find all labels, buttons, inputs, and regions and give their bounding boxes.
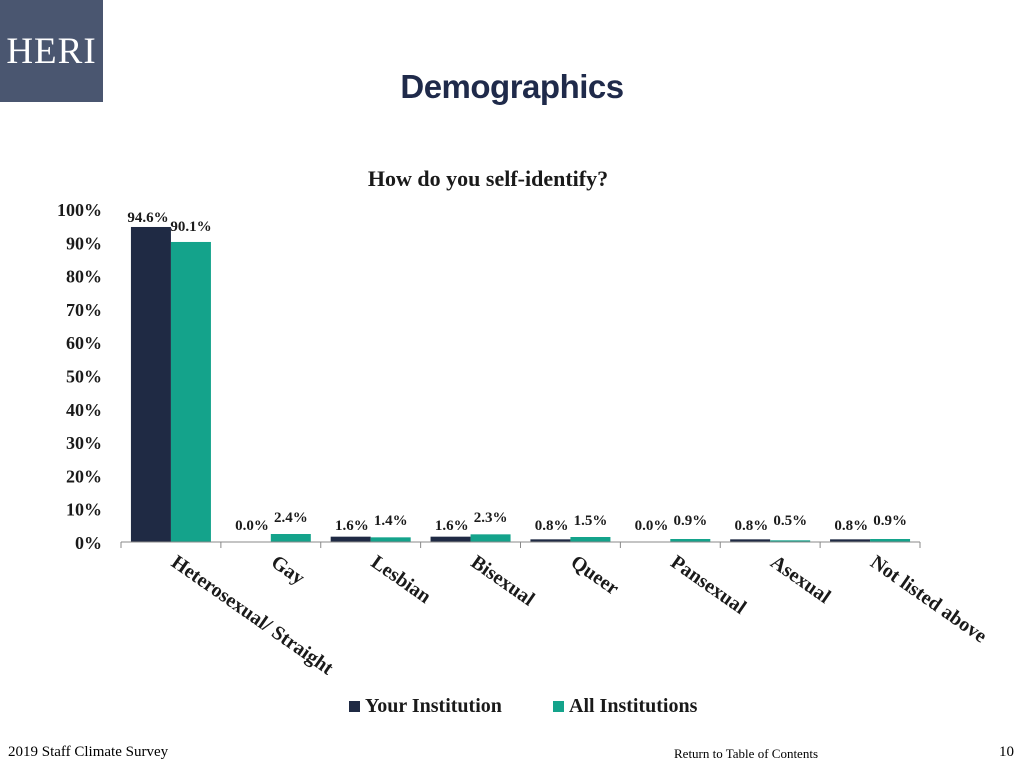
x-category-label: Bisexual <box>467 551 539 611</box>
bar <box>330 536 371 542</box>
data-label: 2.3% <box>474 510 508 526</box>
bar <box>170 241 211 543</box>
data-label: 1.6% <box>335 518 369 534</box>
data-label: 0.5% <box>773 513 807 529</box>
bar <box>530 539 571 542</box>
data-label: 94.6% <box>127 210 168 226</box>
x-category-label: Pansexual <box>667 551 751 619</box>
bar <box>830 539 871 542</box>
y-tick-label: 100% <box>57 200 102 220</box>
y-tick-label: 40% <box>66 400 102 420</box>
return-to-toc-link[interactable]: Return to Table of Contents <box>674 746 818 761</box>
data-label: 0.0% <box>235 518 269 534</box>
logo-text: HERI <box>6 30 97 72</box>
footer-survey-name: 2019 Staff Climate Survey <box>8 744 169 760</box>
data-label: 1.4% <box>374 513 408 529</box>
y-tick-label: 90% <box>66 233 102 253</box>
data-label: 1.6% <box>435 518 469 534</box>
x-category-label: Heterosexual/ Straight <box>167 551 337 680</box>
data-label: 1.5% <box>574 513 608 529</box>
legend-swatch <box>553 701 564 712</box>
y-tick-label: 10% <box>66 500 102 520</box>
y-tick-label: 20% <box>66 466 102 486</box>
bar <box>570 537 611 542</box>
y-tick-label: 30% <box>66 433 102 453</box>
y-tick-label: 70% <box>66 300 102 320</box>
page-number: 10 <box>999 744 1014 760</box>
bar <box>730 539 771 542</box>
y-tick-label: 80% <box>66 267 102 287</box>
bar <box>670 539 711 542</box>
y-tick-label: 50% <box>66 367 102 387</box>
chart-title: How do you self-identify? <box>368 166 608 191</box>
x-category-label: Asexual <box>766 551 835 608</box>
data-label: 90.1% <box>170 219 211 235</box>
heri-logo: HERI <box>0 0 103 102</box>
y-tick-label: 0% <box>75 533 102 553</box>
legend-label: All Institutions <box>569 695 698 717</box>
data-label: 0.8% <box>535 518 569 534</box>
legend-swatch <box>349 701 360 712</box>
bar <box>870 539 911 542</box>
bar-chart: How do you self-identify? 0% 10% 20% 30% 40% 5… <box>57 166 991 717</box>
bar <box>470 534 511 542</box>
x-category-label: Lesbian <box>367 551 435 608</box>
data-label: 0.8% <box>834 518 868 534</box>
data-label: 2.4% <box>274 510 308 526</box>
data-label: 0.9% <box>873 513 907 529</box>
page-title: Demographics <box>400 68 624 105</box>
bar <box>370 537 411 542</box>
x-category-label: Gay <box>267 551 309 589</box>
data-label: 0.8% <box>734 518 768 534</box>
data-label: 0.9% <box>673 513 707 529</box>
x-category-label: Not listed above <box>866 551 991 647</box>
bar <box>770 540 811 542</box>
bar <box>130 226 171 542</box>
bar <box>430 536 471 542</box>
x-category-label: Queer <box>567 551 623 600</box>
y-tick-label: 60% <box>66 333 102 353</box>
data-label: 0.0% <box>635 518 669 534</box>
bar <box>270 534 311 542</box>
legend-label: Your Institution <box>365 695 502 717</box>
